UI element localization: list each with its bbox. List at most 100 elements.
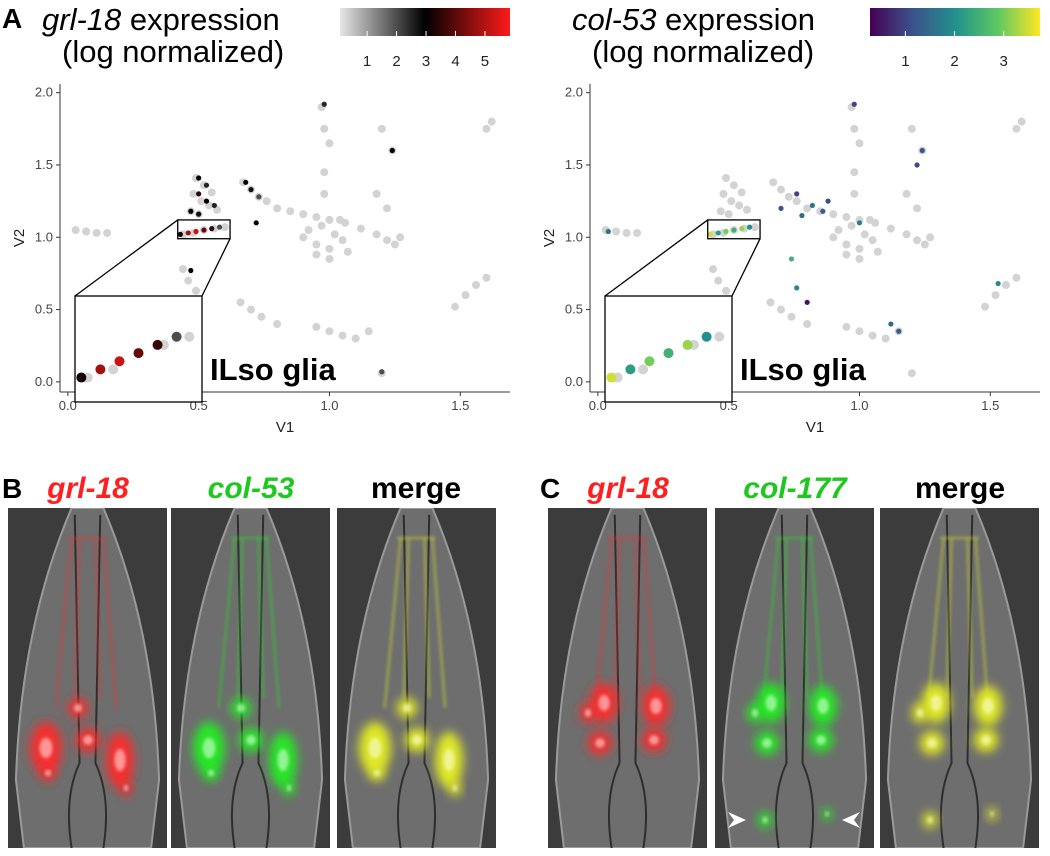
- zoom-line: [201, 238, 231, 297]
- micrograph: [548, 508, 707, 848]
- inset-cell: [663, 348, 674, 359]
- x-tick-label: 0.0: [589, 398, 607, 413]
- background-cell: [612, 227, 621, 236]
- background-cell: [708, 265, 717, 274]
- background-cell: [299, 233, 308, 242]
- cell: [253, 220, 259, 226]
- inset-background-cell: [184, 331, 195, 342]
- cell: [799, 212, 805, 219]
- x-tick-label: 1.5: [451, 398, 469, 413]
- background-cell: [320, 189, 329, 198]
- background-cell: [377, 124, 386, 133]
- background-cell: [325, 327, 334, 336]
- cell: [794, 191, 800, 197]
- title-gene: col-53: [572, 2, 656, 37]
- cell: [804, 299, 810, 305]
- background-cell: [325, 254, 334, 263]
- background-cell: [343, 247, 352, 256]
- cell: [707, 231, 713, 237]
- cell: [256, 194, 262, 200]
- background-cell: [981, 302, 990, 311]
- cell: [248, 186, 254, 193]
- cell-core: [930, 695, 942, 711]
- background-cell: [913, 204, 922, 213]
- background-cell: [881, 334, 890, 343]
- background-cell: [372, 230, 381, 239]
- y-tick-label: 1.0: [565, 229, 583, 244]
- cell: [723, 228, 729, 235]
- background-cell: [784, 192, 793, 201]
- inset-cell: [95, 364, 106, 375]
- y-axis-label: V2: [541, 229, 558, 247]
- colorbar-tick-label: 4: [451, 53, 459, 70]
- panel-label: A: [2, 3, 22, 34]
- inset-cell: [171, 331, 182, 342]
- background-cell: [886, 224, 895, 233]
- colorbar-tick-label: 5: [481, 53, 489, 70]
- cell-core: [277, 748, 289, 772]
- cell: [211, 202, 217, 209]
- background-cell: [714, 276, 723, 285]
- micrograph: [8, 508, 167, 848]
- inset-cell: [606, 372, 617, 383]
- background-cell: [873, 247, 882, 256]
- cell: [188, 208, 194, 214]
- cell: [203, 182, 210, 188]
- cell-core: [237, 704, 245, 712]
- zoom-line: [74, 219, 179, 297]
- cell-core: [74, 704, 82, 712]
- background-cell: [766, 298, 775, 307]
- colorbar-tick-label: 3: [999, 53, 1007, 70]
- cell-core: [816, 735, 826, 745]
- background-cell: [776, 185, 785, 194]
- arrowhead: [842, 812, 860, 828]
- background-cell: [913, 236, 922, 245]
- y-axis-label: V2: [11, 229, 28, 247]
- image-label: grl-18: [586, 472, 669, 505]
- background-cell: [312, 322, 321, 331]
- cell: [788, 256, 795, 262]
- dendrites: [383, 537, 446, 709]
- panel-label: C: [540, 473, 560, 504]
- background-cell: [633, 228, 642, 237]
- background-cell: [737, 188, 746, 197]
- background-cell: [320, 124, 329, 133]
- cell: [778, 205, 784, 211]
- background-cell: [1012, 273, 1021, 282]
- image-label: merge: [915, 472, 1005, 505]
- cell: [216, 224, 223, 230]
- cell-core: [202, 737, 216, 759]
- cell-core: [916, 709, 924, 717]
- background-cell: [396, 233, 405, 242]
- background-cell: [829, 210, 838, 219]
- cell: [739, 226, 745, 232]
- cell-core: [598, 695, 610, 711]
- background-cell: [907, 369, 916, 378]
- zoom-box: [177, 219, 231, 240]
- inset-cell: [114, 356, 125, 367]
- background-cell: [82, 227, 91, 236]
- background-cell: [855, 244, 864, 253]
- inset: [604, 295, 733, 403]
- cell-core: [286, 784, 292, 792]
- chart-subtitle: (log normalized): [592, 34, 814, 69]
- background-cell: [622, 228, 631, 237]
- cell: [379, 369, 385, 375]
- inset-cell: [76, 372, 87, 383]
- cell-core: [650, 698, 662, 714]
- background-cell: [356, 224, 365, 233]
- micrograph: [337, 508, 496, 848]
- cell-core: [452, 784, 458, 792]
- title-text: expression: [656, 2, 815, 37]
- cell: [731, 227, 737, 233]
- background-cell: [383, 204, 392, 213]
- cell-core: [403, 704, 411, 712]
- cell-core: [44, 769, 52, 777]
- background-cell: [724, 210, 733, 219]
- x-tick-label: 1.5: [981, 398, 999, 413]
- y-tick-label: 0.0: [565, 374, 583, 389]
- micrograph: [715, 508, 874, 848]
- y-tick-label: 1.5: [565, 157, 583, 172]
- background-cell: [902, 230, 911, 239]
- pharynx: [230, 514, 271, 848]
